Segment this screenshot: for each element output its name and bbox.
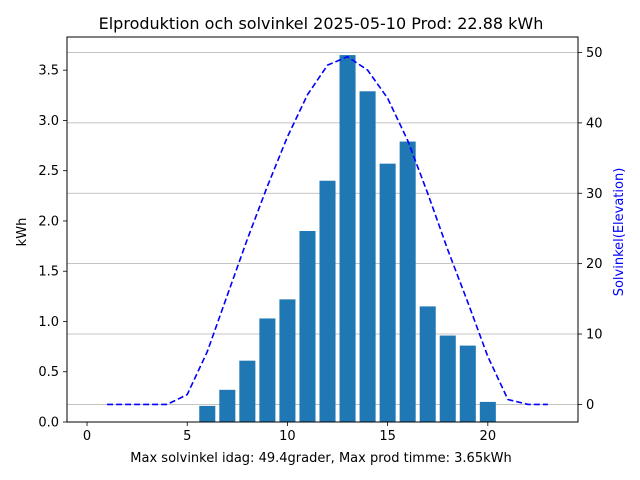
x-axis-label: Max solvinkel idag: 49.4grader, Max prod… [130, 451, 511, 466]
bar [299, 231, 316, 422]
y-tick-label: 0.0 [38, 416, 59, 431]
y2-axis-ticks: 0 10 20 30 40 50 [578, 46, 603, 413]
y-tick-label: 2.5 [38, 164, 59, 179]
y-tick-label: 1.0 [38, 315, 59, 330]
bar [279, 299, 296, 422]
bar [399, 141, 416, 422]
bar [339, 55, 356, 422]
x-tick-label: 5 [183, 429, 191, 444]
x-tick-label: 15 [379, 429, 396, 444]
y2-tick-label: 10 [586, 328, 603, 343]
x-tick-label: 10 [279, 429, 296, 444]
y2-tick-label: 50 [586, 46, 603, 61]
y-tick-label: 3.5 [38, 64, 59, 79]
bar [479, 401, 496, 422]
y2-tick-label: 30 [586, 187, 603, 202]
bar [359, 91, 376, 422]
bar [259, 318, 276, 422]
elevation-series [107, 55, 548, 406]
chart-title: Elproduktion och solvinkel 2025-05-10 Pr… [99, 14, 544, 33]
y2-tick-label: 20 [586, 257, 603, 272]
x-tick-label: 0 [83, 429, 91, 444]
elevation-line [107, 55, 548, 406]
x-axis-ticks: 0 5 10 15 20 [83, 422, 496, 444]
y-axis-ticks: 0.0 0.5 1.0 1.5 2.0 2.5 3.0 3.5 [38, 64, 67, 431]
bar [419, 306, 436, 422]
bar [219, 389, 236, 422]
bar [239, 360, 256, 422]
bar [199, 405, 216, 422]
plot-frame [66, 36, 579, 423]
bar [439, 335, 456, 422]
y-tick-label: 3.0 [38, 114, 59, 129]
bar [459, 345, 476, 422]
bar [379, 163, 396, 422]
y2-axis-label: Solvinkel(Elevation) [612, 168, 627, 297]
y2-tick-label: 0 [586, 398, 594, 413]
y-tick-label: 0.5 [38, 365, 59, 380]
bar-series [199, 55, 496, 422]
y2-tick-label: 40 [586, 116, 603, 131]
y-tick-label: 2.0 [38, 214, 59, 229]
x-tick-label: 20 [480, 429, 497, 444]
y-axis-label: kWh [15, 218, 30, 247]
bar [319, 180, 336, 422]
y-tick-label: 1.5 [38, 265, 59, 280]
